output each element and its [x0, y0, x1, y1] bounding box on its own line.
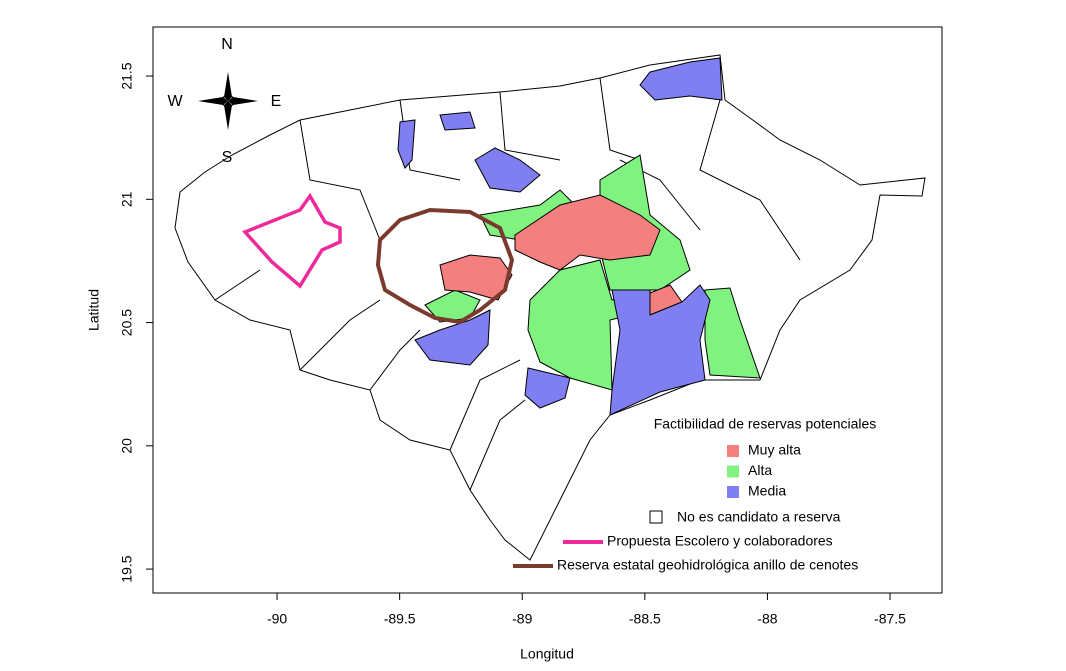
- legend-label: Propuesta Escolero y colaboradores: [607, 533, 833, 549]
- legend-title: Factibilidad de reservas potenciales: [654, 416, 877, 432]
- cenotes-ring-reserve: [375, 207, 515, 325]
- region-media: [639, 57, 723, 101]
- region-media: [397, 119, 416, 169]
- y-tick-label: 21: [119, 191, 135, 207]
- y-tick-label: 21.5: [119, 62, 135, 89]
- compass-south: S: [222, 149, 233, 166]
- legend-label: Reserva estatal geohidrológica anillo de…: [557, 557, 858, 573]
- region-media: [524, 367, 571, 409]
- region-alta: [704, 287, 761, 379]
- legend-swatch: [727, 465, 739, 478]
- municipal-boundaries: [214, 77, 801, 491]
- compass-west: W: [167, 93, 183, 110]
- escolero-proposal: [242, 192, 342, 289]
- y-tick-label: 19.5: [119, 555, 135, 582]
- legend-swatch: [727, 486, 739, 498]
- x-tick-label: -88: [757, 611, 777, 627]
- y-tick-label: 20: [119, 438, 135, 454]
- x-axis-label: Longitud: [520, 646, 574, 662]
- x-tick-label: -90: [267, 611, 287, 627]
- compass-east: E: [271, 93, 282, 110]
- y-axis-label: Latitud: [86, 289, 102, 331]
- legend-label: Media: [748, 483, 786, 499]
- x-tick-label: -89.5: [384, 611, 416, 627]
- y-tick-label: 20.5: [119, 309, 135, 336]
- x-tick-label: -88.5: [629, 611, 661, 627]
- plot-frame: [152, 26, 943, 594]
- region-media: [609, 284, 711, 416]
- region-muy-alta: [514, 194, 661, 271]
- region-media: [439, 111, 476, 131]
- x-tick-label: -87.5: [874, 611, 906, 627]
- legend-swatch: [727, 445, 739, 457]
- legend-swatch: [649, 510, 663, 524]
- compass-rose: [198, 72, 258, 130]
- compass-north: N: [221, 36, 233, 53]
- x-tick-label: -89: [512, 611, 532, 627]
- region-media: [414, 309, 491, 366]
- legend-label: Muy alta: [748, 442, 801, 458]
- legend-label: No es candidato a reserva: [677, 509, 841, 525]
- region-media: [474, 147, 541, 193]
- legend-label: Alta: [748, 462, 772, 478]
